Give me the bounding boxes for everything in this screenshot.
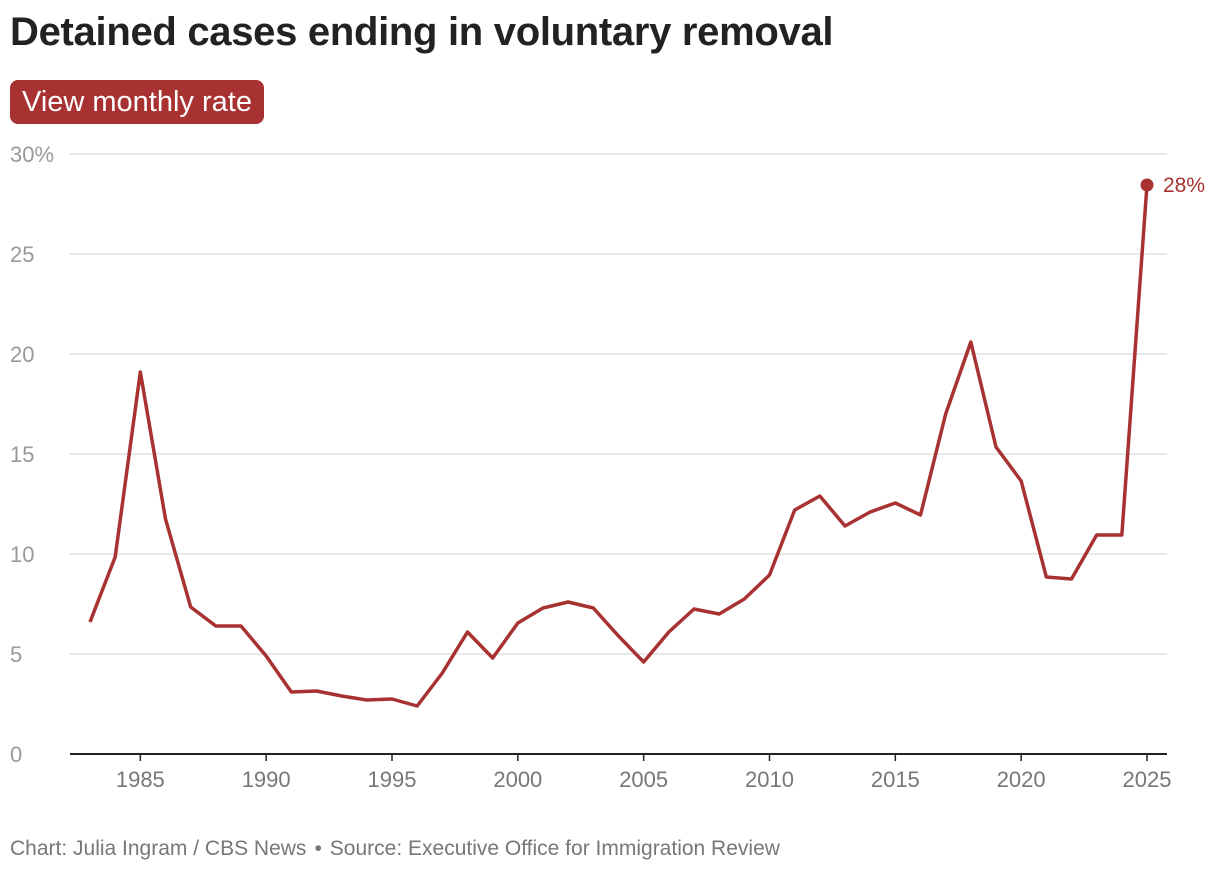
x-tick-label: 2000 (493, 767, 542, 792)
y-tick-label: 25 (10, 242, 34, 267)
x-tick-label: 1990 (242, 767, 291, 792)
y-tick-label: 15 (10, 442, 34, 467)
view-monthly-rate-button[interactable]: View monthly rate (10, 80, 264, 124)
series-line (88, 184, 1149, 708)
x-tick-label: 2020 (997, 767, 1046, 792)
source-credit: Source: Executive Office for Immigration… (329, 837, 780, 860)
x-tick-label: 1985 (116, 767, 165, 792)
x-tick-label: 2005 (619, 767, 668, 792)
x-tick-label: 2025 (1123, 767, 1172, 792)
x-tick-label: 1995 (368, 767, 417, 792)
credit-line: Chart: Julia Ingram / CBS News • Source: E… (10, 837, 780, 861)
y-tick-label: 30% (10, 142, 54, 167)
y-tick-label: 0 (10, 742, 22, 767)
x-tick-label: 2010 (745, 767, 794, 792)
x-tick-label: 2015 (871, 767, 920, 792)
y-tick-label: 10 (10, 542, 34, 567)
y-tick-label: 5 (10, 642, 22, 667)
separator: • (314, 837, 322, 860)
y-tick-label: 20 (10, 342, 34, 367)
chart-title: Detained cases ending in voluntary remov… (10, 10, 834, 54)
chart-credit: Chart: Julia Ingram / CBS News (10, 837, 307, 860)
end-value-label: 28% (1163, 174, 1205, 197)
data-point (1140, 178, 1154, 192)
